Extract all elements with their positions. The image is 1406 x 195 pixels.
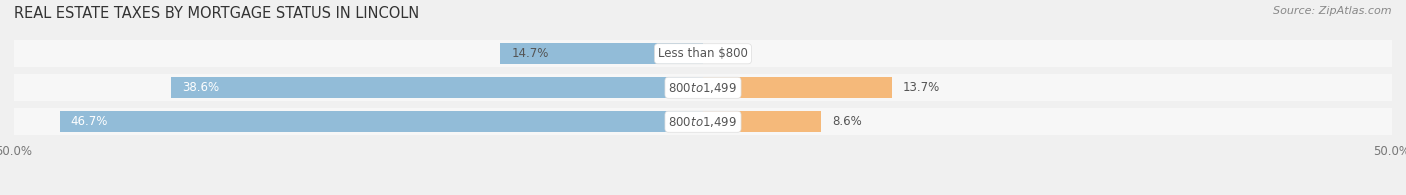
Text: Source: ZipAtlas.com: Source: ZipAtlas.com xyxy=(1274,6,1392,16)
Text: 14.7%: 14.7% xyxy=(512,47,548,60)
Text: 0.0%: 0.0% xyxy=(714,47,744,60)
Text: 8.6%: 8.6% xyxy=(832,115,862,128)
Text: 13.7%: 13.7% xyxy=(903,81,941,94)
Text: $800 to $1,499: $800 to $1,499 xyxy=(668,81,738,95)
Bar xyxy=(59,111,703,132)
Bar xyxy=(14,108,1392,135)
Text: Less than $800: Less than $800 xyxy=(658,47,748,60)
Bar xyxy=(703,77,891,98)
Text: 38.6%: 38.6% xyxy=(183,81,219,94)
Bar xyxy=(14,74,1392,101)
Bar xyxy=(703,111,821,132)
Text: REAL ESTATE TAXES BY MORTGAGE STATUS IN LINCOLN: REAL ESTATE TAXES BY MORTGAGE STATUS IN … xyxy=(14,6,419,21)
Bar xyxy=(172,77,703,98)
Text: $800 to $1,499: $800 to $1,499 xyxy=(668,115,738,129)
Bar xyxy=(501,43,703,64)
Text: 46.7%: 46.7% xyxy=(70,115,108,128)
Bar xyxy=(14,40,1392,67)
